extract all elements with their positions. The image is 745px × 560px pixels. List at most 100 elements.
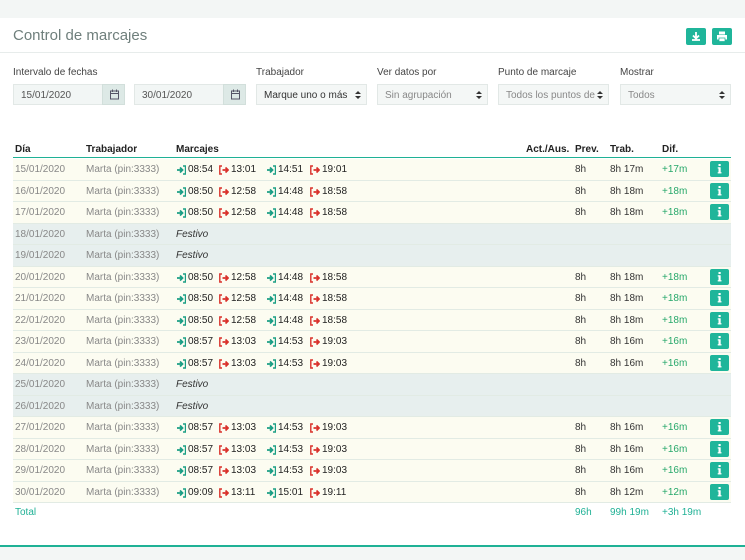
exit-icon [310,358,320,369]
arrow-icon [177,272,186,283]
punch-time: 13:11 [231,486,256,498]
column-header: Prev. [575,144,599,155]
table-row: 15/01/2020 Marta (pin:3333) 08:54 13:01 14:5… [13,159,731,181]
trab-cell: 8h 16m [610,336,644,347]
entry-icon [176,423,186,433]
table-row: 24/01/2020 Marta (pin:3333) 08:57 13:03 14:5… [13,352,731,374]
punch-time: 12:58 [231,314,257,326]
select[interactable]: Todos los puntos de [498,84,609,105]
exit-icon [219,294,229,304]
select-caret [475,89,483,101]
punch-time: 19:11 [322,486,347,498]
punch-time: 14:48 [278,314,304,326]
date-cell: 30/01/2020 [15,486,66,498]
date-input[interactable]: 15/01/2020 [13,84,125,105]
select[interactable]: Marque uno o más [256,84,367,105]
date-cell: 16/01/2020 [15,185,66,197]
punch-time: 14:48 [278,293,304,304]
info-button[interactable] [710,419,729,435]
punch-time: 08:50 [188,293,214,304]
exit-icon [310,337,320,347]
info-button[interactable] [710,311,729,328]
dif-cell: +16m [662,465,688,476]
punch-time: 13:03 [231,422,257,433]
info-button[interactable] [710,462,729,478]
caret-icon [719,91,725,99]
arrow-icon [177,294,186,304]
exit-icon [219,315,229,326]
punch-time: 18:58 [322,271,348,283]
entry-icon [176,272,186,283]
date-cell: 29/01/2020 [15,465,66,476]
date-input[interactable]: 30/01/2020 [134,84,246,105]
info-button[interactable] [710,161,729,177]
prev-cell: 8h [575,164,587,175]
info-button[interactable] [710,354,729,371]
worker-cell: Marta (pin:3333) [86,164,160,175]
info-icon [717,336,722,346]
entry-icon [176,487,186,498]
filter-label: Intervalo de fechas [13,67,98,78]
table-row: 19/01/2020 Marta (pin:3333) Festivo [13,245,731,267]
info-button[interactable] [710,182,729,199]
entry-icon [266,165,276,175]
punch-time: 08:50 [188,207,214,218]
arrow-icon [267,186,276,197]
info-button[interactable] [710,268,729,285]
table-row: 18/01/2020 Marta (pin:3333) Festivo [13,223,731,245]
entry-icon [176,337,186,347]
download-button[interactable] [686,28,706,45]
punch-time: 12:58 [231,293,257,304]
arrow-icon [219,165,229,175]
calendar-button[interactable] [102,84,125,105]
punch-time: 14:53 [278,465,304,476]
date-cell: 23/01/2020 [15,336,66,347]
worker-cell: Marta (pin:3333) [86,465,160,476]
select[interactable]: Sin agrupación [377,84,488,105]
info-button[interactable] [710,204,729,220]
column-header: Día [15,144,31,155]
divider [0,52,745,53]
punch-time: 08:50 [188,314,214,326]
punch-time: 19:03 [322,357,348,369]
punch-time: 08:57 [188,336,214,347]
select[interactable]: Todos [620,84,731,105]
worker-cell: Marta (pin:3333) [86,293,160,304]
prev-cell: 8h [575,443,587,455]
table-row: 23/01/2020 Marta (pin:3333) 08:57 13:03 14:5… [13,331,731,353]
arrow-icon [310,186,320,197]
entry-icon [176,294,186,304]
print-button[interactable] [712,28,732,45]
column-header: Marcajes [176,144,219,155]
worker-cell: Marta (pin:3333) [86,185,160,197]
punch-time: 14:53 [278,422,304,433]
info-button[interactable] [710,483,729,500]
info-button[interactable] [710,290,729,306]
arrow-icon [310,423,320,433]
arrow-icon [310,165,320,175]
info-button[interactable] [710,333,729,349]
arrow-icon [267,315,276,326]
entry-icon [266,315,276,326]
worker-cell: Marta (pin:3333) [86,207,160,218]
trab-cell: 8h 18m [610,207,644,218]
punch-time: 19:03 [322,336,348,347]
worker-cell: Marta (pin:3333) [86,357,160,369]
entry-icon [266,423,276,433]
entry-icon [176,358,186,369]
arrow-icon [267,466,276,476]
prev-cell: 8h [575,336,587,347]
info-icon [717,465,722,475]
entry-icon [176,444,186,455]
table-row: 22/01/2020 Marta (pin:3333) 08:50 12:58 14:4… [13,309,731,331]
punch-time: 08:50 [188,185,214,197]
entry-icon [176,466,186,476]
info-button[interactable] [710,440,729,457]
calendar-button[interactable] [223,84,246,105]
arrow-icon [177,337,186,347]
trab-cell: 8h 18m [610,314,644,326]
arrow-icon [310,337,320,347]
arrow-icon [177,165,186,175]
arrow-icon [310,466,320,476]
date-cell: 21/01/2020 [15,293,66,304]
